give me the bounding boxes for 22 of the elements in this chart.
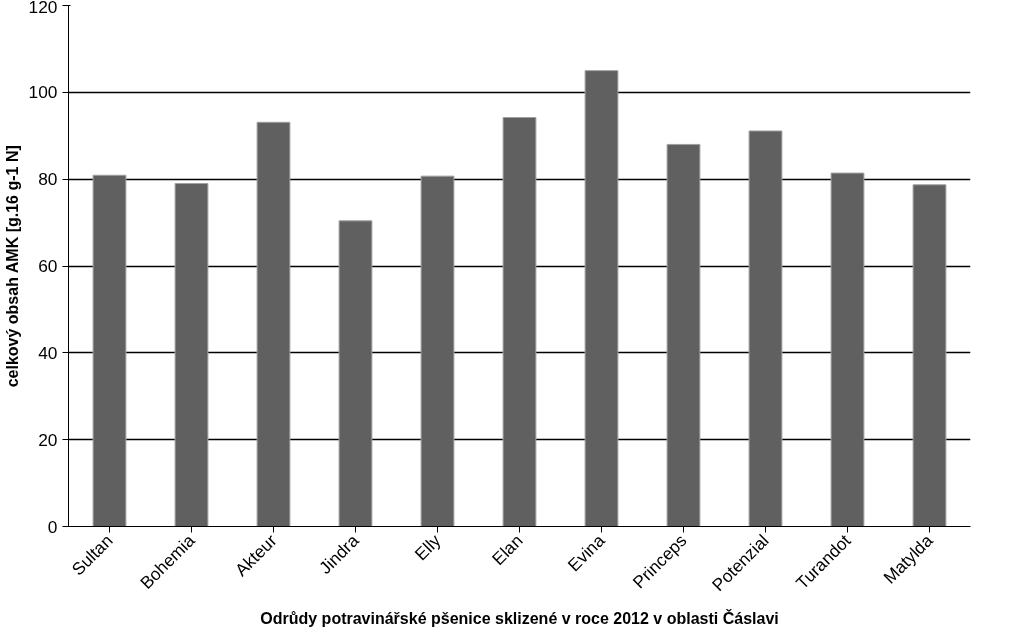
bar [174,183,209,527]
y-tick-label: 80 [38,169,58,190]
bar [912,184,947,527]
y-tick-label: 120 [28,0,58,17]
bar [502,117,537,527]
bar [338,220,373,527]
bar [92,174,127,527]
bar [584,70,619,527]
y-tick-label: 0 [47,516,58,537]
bar [748,130,783,527]
bar [420,175,455,527]
bar [256,121,291,527]
y-tick-label: 20 [38,429,58,450]
y-tick-label: 100 [28,82,58,103]
y-tick-label: 40 [38,342,58,363]
x-axis-title: Odrůdy potravinářské pšenice sklizené v roce 2012 v oblasti Čáslavi [260,609,779,628]
x-tick-label: Elly [410,530,445,565]
bar [666,143,701,527]
y-axis-title: celkový obsah AMK [g.16 g-1 N] [3,145,21,388]
y-tick-label: 60 [38,256,58,276]
x-tick-label: Elan [487,530,527,570]
bar [830,172,865,527]
